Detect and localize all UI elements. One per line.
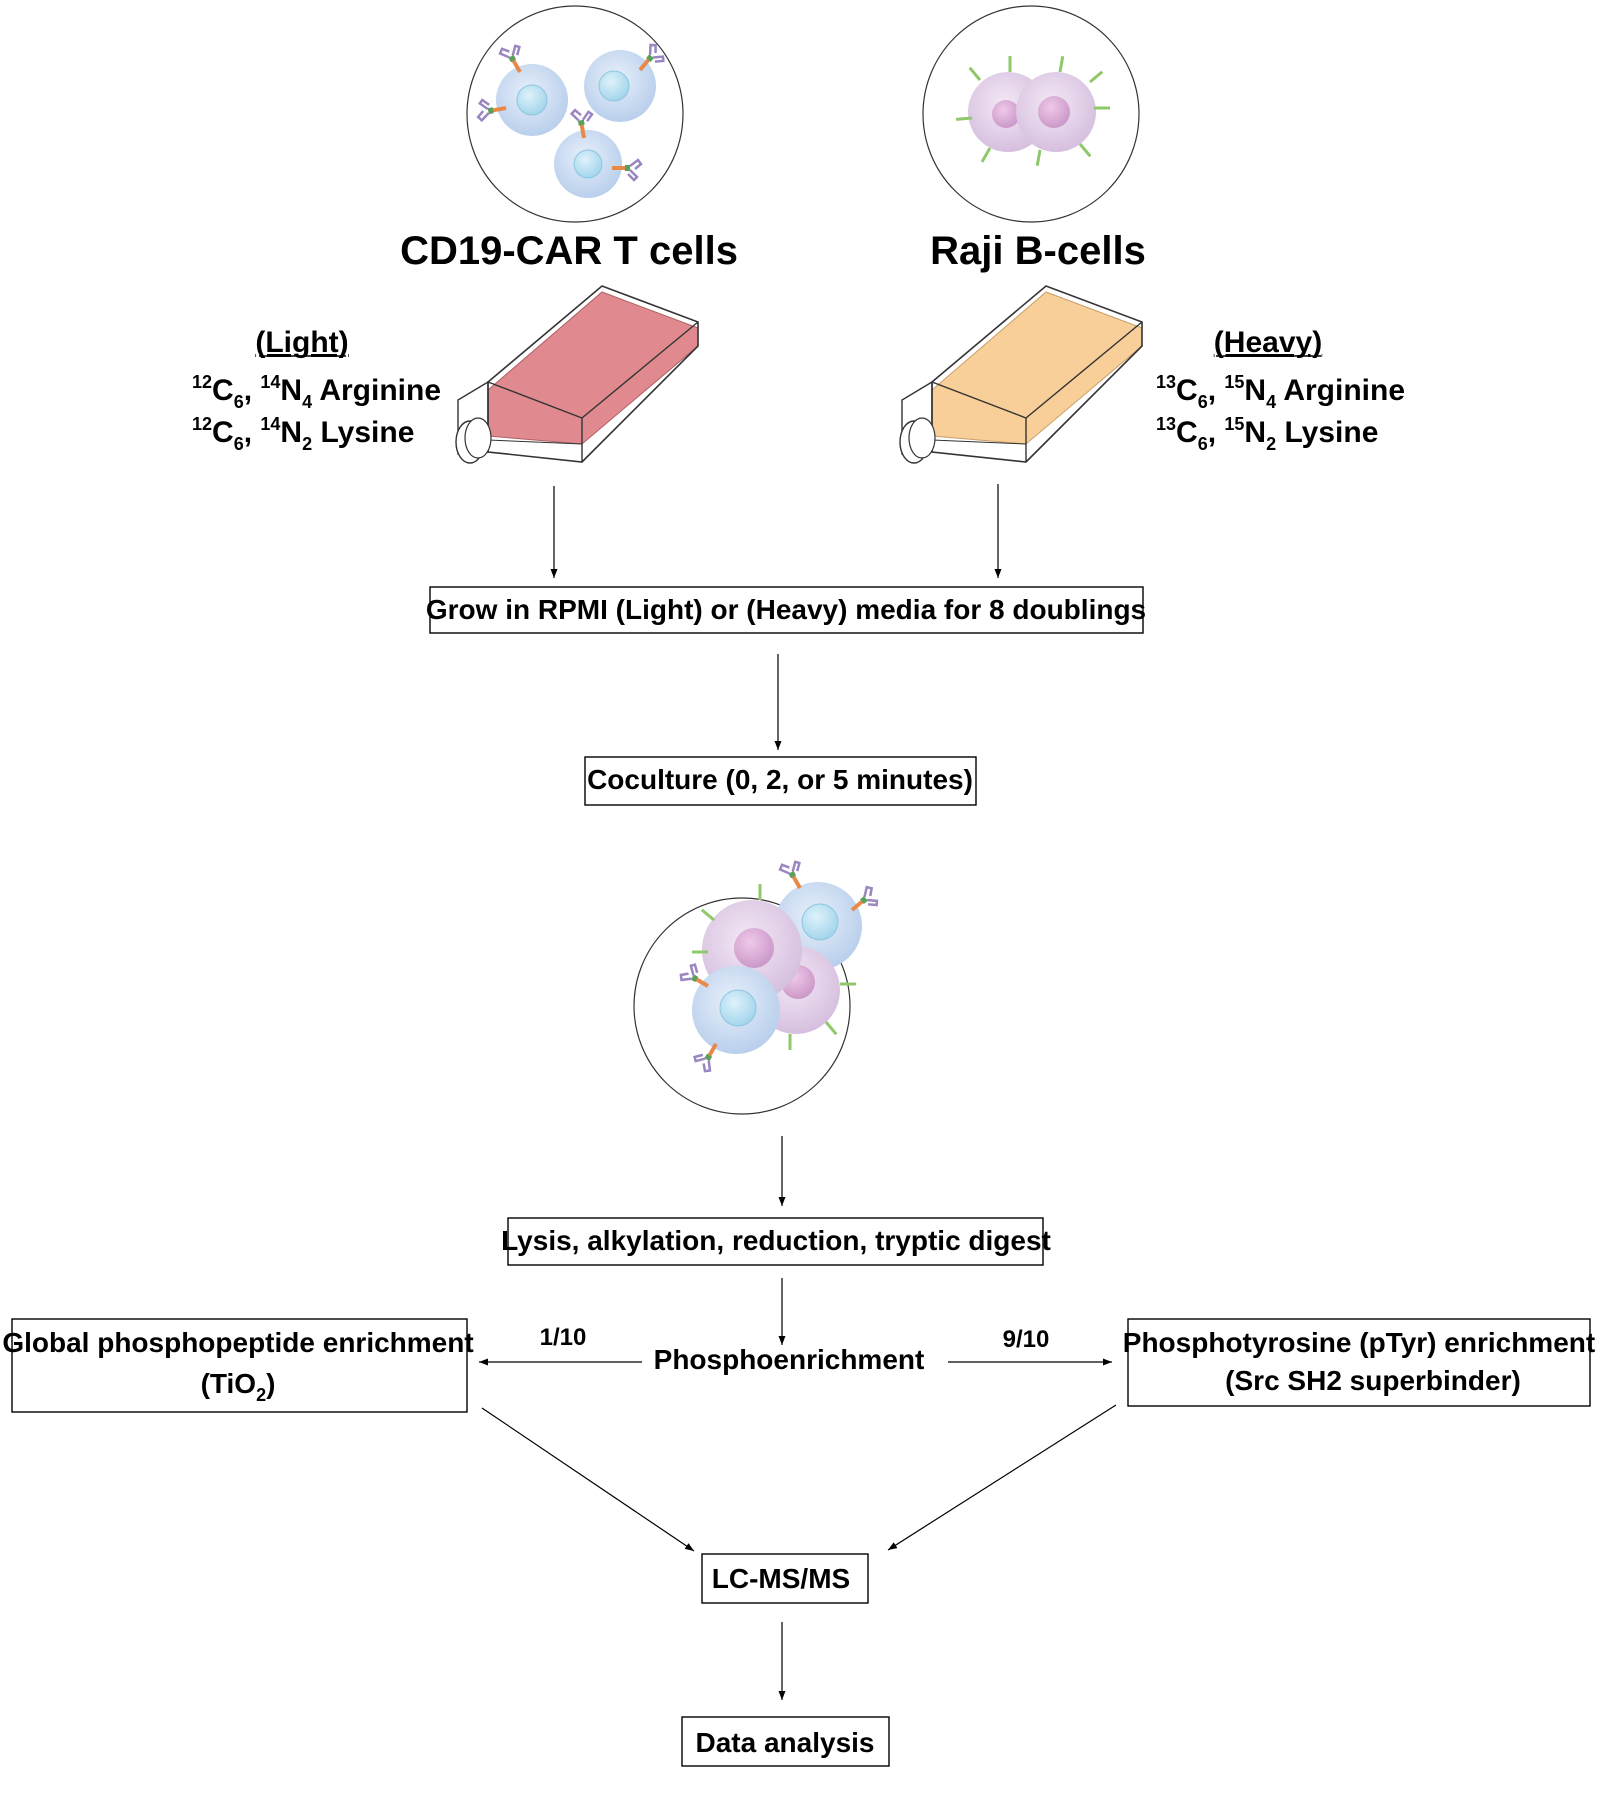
coculture-illustration [633, 855, 884, 1115]
arrow-global-to-lcms [481, 1407, 695, 1552]
heavy-arginine-label: 13C6, 15N4 Arginine [1156, 372, 1405, 412]
global-enrichment-line2: (TiO2) [201, 1368, 276, 1405]
coculture-step-text: Coculture (0, 2, or 5 minutes) [587, 764, 973, 795]
data-analysis-text: Data analysis [696, 1727, 875, 1758]
raji-b-cells-illustration [922, 5, 1140, 223]
lysis-box [507, 1217, 1044, 1266]
t-cell [584, 41, 670, 122]
ptyr-box [1127, 1318, 1591, 1407]
ptyr-enrichment-line2: (Src SH2 superbinder) [1225, 1365, 1521, 1396]
heavy-lysine-label: 13C6, 15N2 Lysine [1156, 414, 1378, 454]
t-cell [677, 959, 780, 1075]
global-box [11, 1318, 468, 1413]
heavy-flask [899, 285, 1143, 464]
light-flask [455, 285, 699, 464]
lysis-step-text: Lysis, alkylation, reduction, tryptic di… [501, 1225, 1051, 1256]
flow-arrows [479, 484, 1117, 1700]
grow-box [429, 586, 1144, 634]
lcms-box [701, 1553, 869, 1604]
t-cell [554, 106, 643, 198]
phosphoenrichment-text: Phosphoenrichment [654, 1344, 925, 1375]
light-header: (Light) [255, 326, 348, 359]
grow-step-text: Grow in RPMI (Light) or (Heavy) media fo… [426, 594, 1146, 625]
b-cell [1016, 54, 1112, 168]
heavy-header: (Heavy) [1214, 326, 1322, 359]
car-t-title: CD19-CAR T cells [400, 229, 738, 273]
raji-title: Raji B-cells [930, 229, 1146, 273]
step-boxes [11, 586, 1591, 1767]
t-cell [474, 39, 568, 136]
car-t-cells-illustration [466, 5, 684, 223]
ptyr-enrichment-line1: Phosphotyrosine (pTyr) enrichment [1123, 1327, 1595, 1358]
arrow-ptyr-to-lcms [887, 1404, 1117, 1551]
ptyr-fraction: 9/10 [1003, 1326, 1050, 1353]
global-fraction: 1/10 [540, 1324, 587, 1351]
light-lysine-label: 12C6, 14N2 Lysine [192, 414, 414, 454]
light-arginine-label: 12C6, 14N4 Arginine [192, 372, 441, 412]
global-enrichment-line1: Global phosphopeptide enrichment [2, 1327, 473, 1358]
coculture-box [584, 756, 977, 806]
data-analysis-box [681, 1716, 890, 1767]
lcms-text: LC-MS/MS [712, 1563, 850, 1594]
